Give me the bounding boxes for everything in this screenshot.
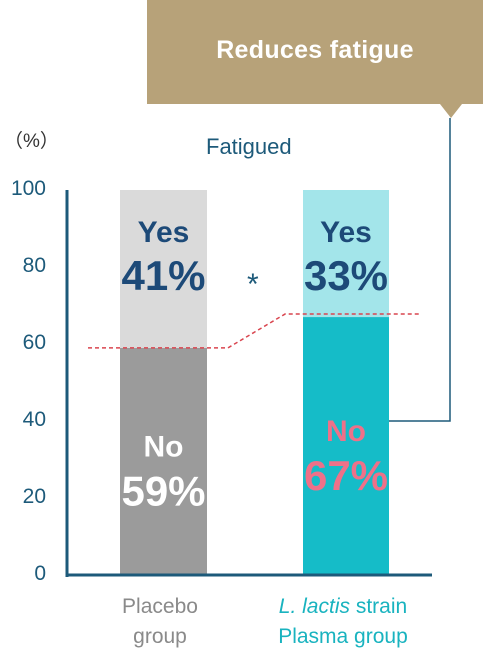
bar-lactis-no	[303, 317, 389, 575]
bar-placebo-yes-value: 41%	[121, 252, 205, 299]
chart-title: Fatigued	[206, 134, 292, 159]
x-label-lactis: L. lactis strain Plasma group	[253, 592, 433, 652]
bar-placebo-yes	[120, 190, 207, 348]
x-label-placebo-line2: group	[133, 625, 187, 648]
y-tick-20: 20	[22, 485, 46, 508]
x-label-lactis-line1: L. lactis strain	[253, 592, 433, 622]
bar-lactis-yes-name: Yes	[320, 216, 372, 249]
y-axis-unit-label: （%）	[4, 131, 59, 152]
significance-marker: *	[247, 268, 259, 301]
x-label-placebo: Placebo group	[70, 592, 250, 652]
bar-placebo-no-name: No	[144, 430, 184, 463]
reduces-fatigue-callout: Reduces fatigue	[147, 0, 483, 104]
bar-lactis-no-name: No	[326, 415, 366, 448]
x-label-placebo-line1: Placebo	[122, 595, 198, 618]
y-tick-60: 60	[22, 331, 46, 354]
x-label-lactis-strain: strain	[350, 595, 408, 618]
x-label-lactis-species: L. lactis	[278, 595, 350, 618]
callout-text: Reduces fatigue	[216, 36, 414, 64]
bar-lactis-yes	[303, 190, 389, 318]
bar-placebo-no-value: 59%	[121, 467, 205, 514]
bar-placebo-no	[120, 347, 207, 575]
y-tick-0: 0	[34, 562, 46, 585]
bar-placebo-yes-name: Yes	[138, 216, 190, 249]
bar-lactis-yes-value: 33%	[304, 252, 388, 299]
dashed-comparison-line	[88, 313, 420, 349]
x-label-lactis-line2: Plasma group	[278, 625, 408, 648]
y-tick-100: 100	[10, 177, 46, 200]
bar-lactis-no-value: 67%	[304, 452, 388, 499]
callout-connector-line	[389, 118, 451, 422]
y-tick-40: 40	[22, 408, 46, 431]
y-tick-80: 80	[22, 254, 46, 277]
callout-pointer	[440, 104, 462, 118]
